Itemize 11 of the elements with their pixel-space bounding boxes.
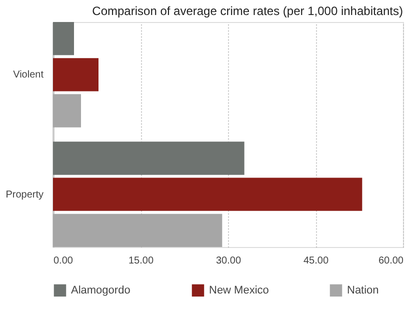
- legend-label: Nation: [347, 284, 379, 296]
- chart-title: Comparison of average crime rates (per 1,000 inhabitants): [92, 4, 403, 18]
- x-tick-label: 45.00: [303, 256, 329, 266]
- x-tick-label: 30.00: [216, 256, 242, 266]
- x-tick-label: 15.00: [128, 256, 154, 266]
- y-tick-label: Property: [6, 189, 44, 200]
- y-tick-label: Violent: [13, 70, 44, 81]
- x-tick-label: 0.00: [54, 256, 74, 266]
- x-tick-label: 60.00: [378, 256, 404, 266]
- legend-label: New Mexico: [209, 284, 269, 296]
- legend-label: Alamogordo: [71, 284, 130, 296]
